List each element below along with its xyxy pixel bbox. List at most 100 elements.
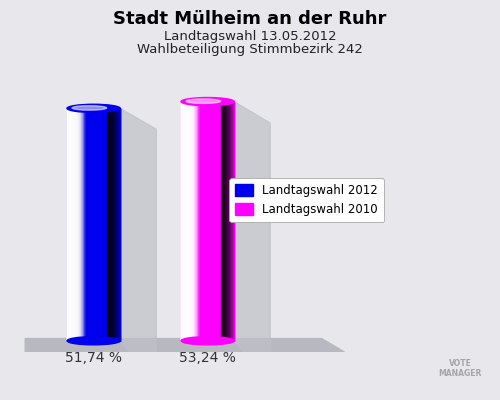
Bar <box>182 102 198 341</box>
Bar <box>68 108 81 341</box>
Bar <box>182 102 187 341</box>
Bar <box>68 108 75 341</box>
Bar <box>68 108 72 341</box>
Bar <box>182 102 190 341</box>
Bar <box>68 108 82 341</box>
Bar <box>182 102 189 341</box>
Bar <box>68 108 76 341</box>
Ellipse shape <box>67 104 120 112</box>
Bar <box>182 102 192 341</box>
Bar <box>182 102 195 341</box>
Bar <box>68 108 78 341</box>
Bar <box>68 108 70 341</box>
Bar <box>68 108 76 341</box>
Ellipse shape <box>72 106 106 110</box>
Bar <box>182 102 194 341</box>
Bar <box>68 108 84 341</box>
Bar <box>68 108 85 341</box>
Bar <box>68 108 78 341</box>
Bar <box>182 102 190 341</box>
Bar <box>182 102 196 341</box>
Bar <box>68 108 82 341</box>
Bar <box>68 108 80 341</box>
Bar <box>182 102 190 341</box>
Polygon shape <box>25 338 344 352</box>
Bar <box>68 108 81 341</box>
Bar <box>68 108 72 341</box>
Bar <box>182 102 188 341</box>
Bar <box>182 102 185 341</box>
Bar <box>182 102 188 341</box>
Bar <box>68 108 73 341</box>
Bar <box>182 102 183 341</box>
Bar <box>68 108 80 341</box>
Bar <box>68 108 71 341</box>
Polygon shape <box>120 108 156 383</box>
Bar <box>182 102 194 341</box>
Bar <box>68 108 74 341</box>
Bar <box>68 108 82 341</box>
Bar <box>68 108 73 341</box>
Bar <box>68 108 76 341</box>
Bar <box>182 102 198 341</box>
Bar <box>182 102 192 341</box>
Text: Wahlbeteiligung Stimmbezirk 242: Wahlbeteiligung Stimmbezirk 242 <box>137 43 363 56</box>
Bar <box>68 108 84 341</box>
Text: Landtagswahl 13.05.2012: Landtagswahl 13.05.2012 <box>164 30 336 43</box>
Bar <box>68 108 82 341</box>
Bar <box>182 102 198 341</box>
Bar <box>182 102 192 341</box>
Bar <box>68 108 80 341</box>
Text: Stadt Mülheim an der Ruhr: Stadt Mülheim an der Ruhr <box>114 10 386 28</box>
Bar <box>182 102 196 341</box>
Bar <box>68 108 74 341</box>
Bar <box>182 102 198 341</box>
Bar <box>68 108 78 341</box>
Bar <box>182 102 188 341</box>
Bar <box>68 108 69 341</box>
Bar <box>182 102 194 341</box>
Text: VOTE
MANAGER: VOTE MANAGER <box>438 358 482 378</box>
Bar <box>182 102 186 341</box>
Bar <box>182 102 194 341</box>
Bar <box>182 102 199 341</box>
Bar <box>182 102 199 341</box>
Bar <box>68 108 76 341</box>
Bar <box>68 108 72 341</box>
Bar <box>182 102 184 341</box>
Bar <box>68 108 70 341</box>
Bar <box>68 108 83 341</box>
Bar <box>182 102 186 341</box>
Bar <box>68 108 84 341</box>
Bar <box>182 102 191 341</box>
Bar <box>182 102 184 341</box>
Bar <box>182 102 186 341</box>
Bar <box>68 108 77 341</box>
Bar <box>68 108 80 341</box>
Ellipse shape <box>181 337 234 345</box>
Bar <box>182 102 189 341</box>
Bar <box>182 102 193 341</box>
Bar <box>182 102 188 341</box>
Bar <box>182 102 196 341</box>
Bar <box>68 108 85 341</box>
Bar <box>68 108 69 341</box>
Bar <box>68 108 70 341</box>
Ellipse shape <box>67 337 120 345</box>
Bar <box>182 102 195 341</box>
Bar <box>68 108 84 341</box>
Bar <box>182 102 184 341</box>
Bar <box>182 102 196 341</box>
Text: 53,24 %: 53,24 % <box>179 351 236 365</box>
Text: 51,74 %: 51,74 % <box>65 351 122 365</box>
Bar <box>182 102 192 341</box>
Bar <box>68 108 73 341</box>
Bar <box>182 102 183 341</box>
Bar <box>68 108 71 341</box>
Bar <box>182 102 197 341</box>
Bar <box>68 108 78 341</box>
Bar <box>182 102 190 341</box>
Legend: Landtagswahl 2012, Landtagswahl 2010: Landtagswahl 2012, Landtagswahl 2010 <box>230 178 384 222</box>
Bar <box>182 102 186 341</box>
Bar <box>68 108 75 341</box>
